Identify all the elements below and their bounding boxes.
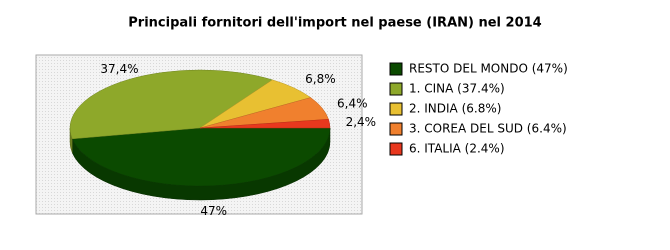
slice <box>69 69 273 140</box>
legend-label: 1. CINA (37.4%) <box>409 82 505 96</box>
legend-swatch <box>389 82 403 96</box>
pie: 47% 37,4% 6,8%6,4% 2,4% <box>69 62 377 218</box>
legend-label: RESTO DEL MONDO (47%) <box>409 62 568 76</box>
legend-label: 3. COREA DEL SUD (6.4%) <box>409 122 567 136</box>
slice <box>71 127 331 187</box>
data-label: 47% <box>200 204 227 218</box>
data-label: 37,4% <box>100 62 138 76</box>
legend-swatch <box>389 102 403 116</box>
data-label: 6,4% <box>337 96 368 110</box>
data-label: 2,4% <box>346 115 377 129</box>
legend: RESTO DEL MONDO (47%) 1. CINA (37.4%) 2. I… <box>389 62 568 156</box>
legend-label: 2. INDIA (6.8%) <box>409 102 501 116</box>
legend-swatch <box>389 142 403 156</box>
slice <box>199 119 331 129</box>
legend-swatch <box>389 62 403 76</box>
chart-title: Principali fornitori dell'import nel pae… <box>128 16 541 31</box>
data-label: 6,8% <box>305 72 336 86</box>
legend-label: 6. ITALIA (2.4%) <box>409 142 505 156</box>
legend-swatch <box>389 122 403 136</box>
